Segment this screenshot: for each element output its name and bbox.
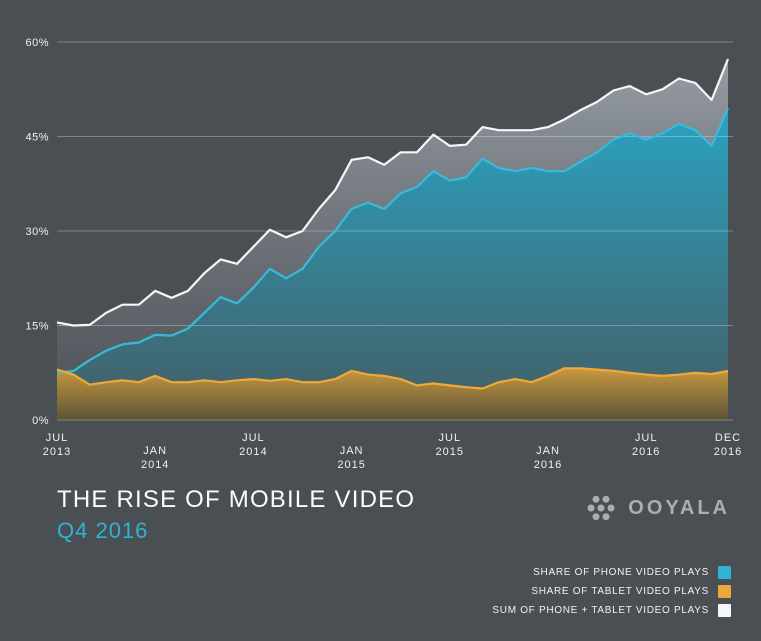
x-axis-label-year: 2013 (43, 446, 71, 458)
x-axis-label-month: JAN (143, 445, 167, 457)
sum-line (56, 58, 730, 327)
x-axis-label-month: JAN (340, 445, 364, 457)
x-axis-label-year: 2015 (337, 459, 365, 470)
x-axis-label-month: DEC (715, 432, 741, 444)
ooyala-logo-text: OOYALA (628, 496, 730, 519)
x-axis-label-year: 2016 (632, 446, 660, 458)
y-axis-label: 30% (25, 226, 49, 238)
y-axis-label: 60% (25, 37, 49, 49)
legend-swatch-sum (718, 604, 731, 617)
ooyala-logo: OOYALA (583, 492, 730, 524)
x-axis-label-month: JUL (46, 432, 69, 444)
legend-label: SHARE OF TABLET VIDEO PLAYS (531, 586, 709, 597)
x-axis-label-year: 2016 (534, 459, 562, 470)
x-axis-label-month: JUL (439, 432, 462, 444)
y-axis-label: 15% (25, 321, 49, 333)
legend-item-sum: SUM OF PHONE + TABLET VIDEO PLAYS (492, 604, 731, 617)
title-block: THE RISE OF MOBILE VIDEO Q4 2016 (57, 486, 415, 544)
x-axis-label-month: JAN (536, 445, 560, 457)
x-axis-label-month: JUL (635, 432, 658, 444)
tablet-line (56, 367, 729, 390)
chart-subtitle: Q4 2016 (57, 517, 149, 543)
sum-area (57, 59, 728, 373)
x-axis-label-year: 2014 (141, 459, 169, 470)
legend-item-phone: SHARE OF PHONE VIDEO PLAYS (533, 566, 731, 579)
legend-label: SUM OF PHONE + TABLET VIDEO PLAYS (492, 605, 709, 616)
x-axis-label-year: 2014 (239, 446, 267, 458)
legend-item-tablet: SHARE OF TABLET VIDEO PLAYS (531, 585, 731, 598)
x-axis-label-year: 2016 (714, 446, 742, 458)
phone-line (56, 107, 730, 374)
legend-swatch-tablet (718, 585, 731, 598)
ooyala-logo-mark (587, 495, 615, 521)
legend-swatch-phone (718, 566, 731, 579)
x-axis-label-month: JUL (242, 432, 265, 444)
legend-label: SHARE OF PHONE VIDEO PLAYS (533, 567, 709, 578)
x-axis-label-year: 2015 (436, 446, 464, 458)
phone-area (57, 108, 728, 389)
tablet-area (57, 368, 728, 420)
legend: SHARE OF PHONE VIDEO PLAYS SHARE OF TABL… (492, 566, 731, 617)
page-title: THE RISE OF MOBILE VIDEO (57, 486, 416, 513)
y-axis-label: 0% (32, 415, 49, 427)
y-axis-label: 45% (25, 132, 49, 144)
mobile-video-chart: 0% 15% 30% 45% 60% JUL 2013 JAN 2014 JUL 2014 JAN 20… (25, 37, 742, 470)
